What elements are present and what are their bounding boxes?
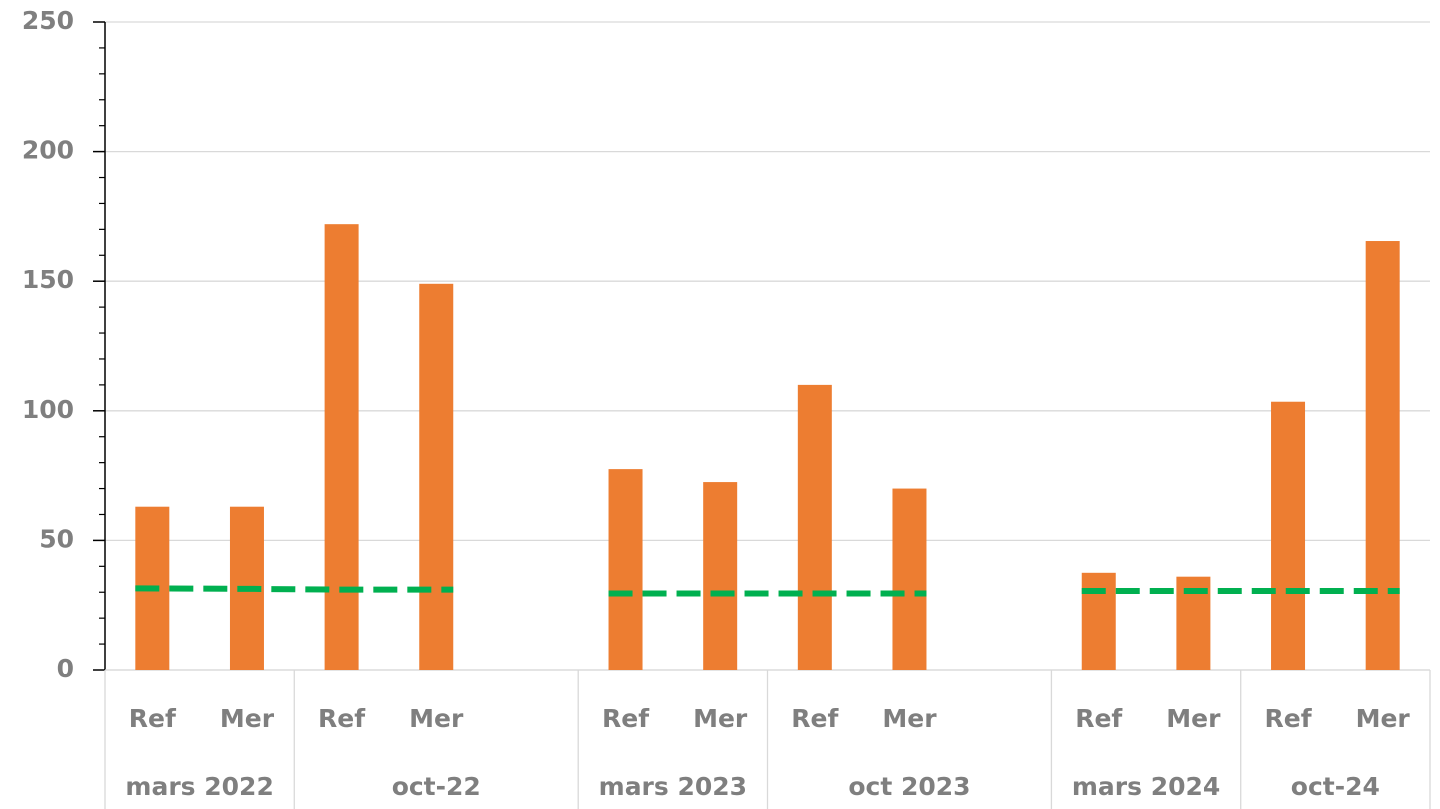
x-tick-label: Ref	[1264, 704, 1312, 733]
group-label: oct-24	[1291, 772, 1380, 801]
x-tick-label: Ref	[318, 704, 366, 733]
y-tick-label: 100	[22, 395, 74, 424]
x-tick-label: Mer	[882, 704, 937, 733]
x-tick-label: Ref	[129, 704, 177, 733]
x-tick-label: Mer	[409, 704, 464, 733]
y-tick-label: 150	[22, 265, 74, 294]
bar	[1365, 241, 1400, 671]
y-tick-label: 250	[22, 6, 74, 35]
x-tick-label: Mer	[1356, 704, 1411, 733]
y-tick-label: 0	[57, 654, 74, 683]
group-label: mars 2022	[125, 772, 273, 801]
x-tick-label: Ref	[602, 704, 650, 733]
bar	[419, 283, 454, 670]
bar	[608, 469, 643, 670]
group-label: mars 2024	[1072, 772, 1220, 801]
bar	[324, 224, 359, 670]
group-label: oct-22	[392, 772, 481, 801]
group-label: oct 2023	[848, 772, 970, 801]
y-tick-label: 50	[39, 524, 74, 553]
bar	[1271, 401, 1306, 670]
x-tick-label: Ref	[791, 704, 839, 733]
x-tick-label: Ref	[1075, 704, 1123, 733]
y-tick-label: 200	[22, 136, 74, 165]
x-tick-label: Mer	[693, 704, 748, 733]
bar	[703, 482, 738, 670]
x-tick-label: Mer	[220, 704, 275, 733]
x-tick-label: Mer	[1166, 704, 1221, 733]
bar	[892, 488, 927, 670]
bar	[1081, 572, 1116, 670]
group-label: mars 2023	[599, 772, 747, 801]
bar	[797, 384, 832, 670]
reference-line	[135, 585, 454, 593]
